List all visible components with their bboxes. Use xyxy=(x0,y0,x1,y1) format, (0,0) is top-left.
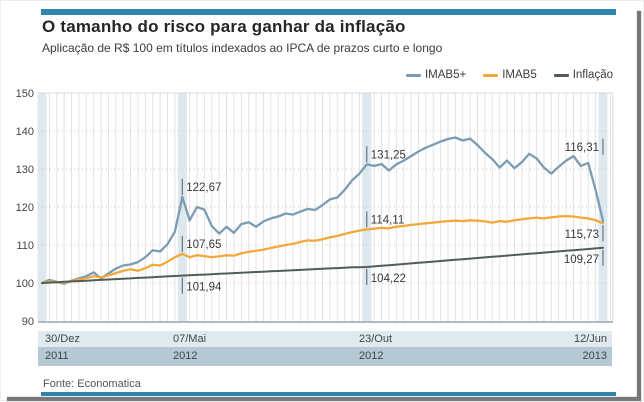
footer-accent-bar xyxy=(41,392,616,396)
source-note: Fonte: Economatica xyxy=(43,378,141,390)
annotation-value-122,67: 122,67 xyxy=(186,182,221,194)
x-tick-date-1: 07/Mai xyxy=(173,333,207,345)
page-subtitle: Aplicação de R$ 100 em títulos indexados… xyxy=(42,41,443,55)
header-accent-bar xyxy=(41,9,616,15)
series-line-inflação xyxy=(41,246,604,284)
legend-item-inflacao: Inflação xyxy=(553,69,613,81)
series-line-imab5 xyxy=(40,214,605,285)
x-tick-date-2: 23/Out xyxy=(359,333,393,345)
y-tick-130: 130 xyxy=(16,164,34,176)
y-tick-120: 120 xyxy=(16,202,34,214)
annotation-value-109,27: 109,27 xyxy=(564,254,599,266)
x-tick-date-0: 30/Dez xyxy=(45,333,80,345)
x-axis-year-row: 2011 2012 2012 2013 xyxy=(38,347,612,366)
annotation-value-107,65: 107,65 xyxy=(186,239,221,251)
y-axis-labels: 150 140 130 120 110 100 90 xyxy=(16,88,34,328)
x-tick-year-1: 2012 xyxy=(173,350,198,362)
page-title: O tamanho do risco para ganhar da inflaç… xyxy=(42,17,406,36)
plot-border xyxy=(38,92,614,323)
y-tick-150: 150 xyxy=(16,88,34,100)
frame-shadow-bottom xyxy=(7,397,641,401)
legend-swatch-imab5plus xyxy=(405,73,421,77)
annotation-value-101,94: 101,94 xyxy=(186,282,222,294)
series-lines xyxy=(40,136,605,285)
annotation-value-115,73: 115,73 xyxy=(565,229,599,241)
plot-gridlines xyxy=(38,93,613,321)
annotations: 122,67 107,65 101,94 131,25 114,11 104,22 116,… xyxy=(181,138,604,294)
x-axis-date-row: 30/Dez 07/Mai 23/Out 12/Jun xyxy=(38,331,612,347)
chart-legend: IMAB5+ IMAB5 Inflação xyxy=(405,69,613,81)
annotation-value-114,11: 114,11 xyxy=(371,214,404,226)
annotation-value-116,31: 116,31 xyxy=(565,142,599,154)
y-tick-100: 100 xyxy=(16,278,34,290)
legend-swatch-imab5 xyxy=(483,73,499,77)
legend-item-imab5: IMAB5 xyxy=(483,69,537,81)
annotation-value-104,22: 104,22 xyxy=(371,273,406,285)
x-tick-date-3: 12/Jun xyxy=(573,333,607,345)
y-tick-140: 140 xyxy=(16,126,34,138)
legend-swatch-inflacao xyxy=(553,73,569,77)
x-tick-year-0: 2011 xyxy=(45,350,69,362)
y-tick-90: 90 xyxy=(22,316,34,328)
y-tick-110: 110 xyxy=(16,240,34,252)
legend-label-inflacao: Inflação xyxy=(572,69,613,81)
frame-shadow-right xyxy=(637,11,641,399)
legend-item-imab5plus: IMAB5+ xyxy=(405,69,467,81)
x-tick-year-3: 2013 xyxy=(582,350,607,362)
series-line-imab5plus xyxy=(40,136,605,285)
legend-label-imab5: IMAB5 xyxy=(502,69,537,81)
x-tick-year-2: 2012 xyxy=(359,350,384,362)
legend-label-imab5plus: IMAB5+ xyxy=(424,69,467,81)
annotation-value-131,25: 131,25 xyxy=(371,149,406,161)
